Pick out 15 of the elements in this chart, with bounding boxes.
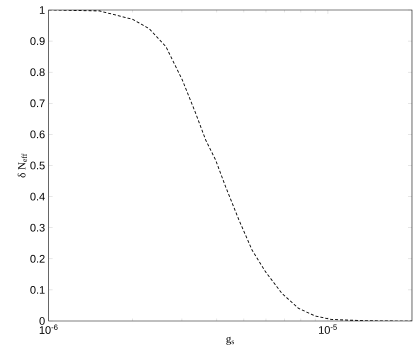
y-tick-label: 1 <box>40 6 45 14</box>
y-tick-label: 0.1 <box>30 286 45 294</box>
y-tick-label: 0.8 <box>30 68 45 76</box>
y-tick-label: 0.3 <box>30 224 45 232</box>
y-tick-label: 0.7 <box>30 99 45 108</box>
y-axis-title: δ N$_{eff}$ <box>18 154 28 178</box>
y-tick-label: 0.2 <box>30 254 45 263</box>
x-tick-label: 10$^{-5}$ <box>319 324 337 334</box>
y-tick-label: 0.6 <box>30 130 45 138</box>
y-tick-label: 0.5 <box>30 162 45 170</box>
y-tick-label: 0 <box>39 317 45 325</box>
y-tick-label: 0.9 <box>30 37 45 45</box>
x-tick-label: 10$^{-6}$ <box>40 324 58 334</box>
y-tick-label: 0.4 <box>30 192 45 200</box>
x-axis-title: g$_{s}$ <box>226 336 234 345</box>
